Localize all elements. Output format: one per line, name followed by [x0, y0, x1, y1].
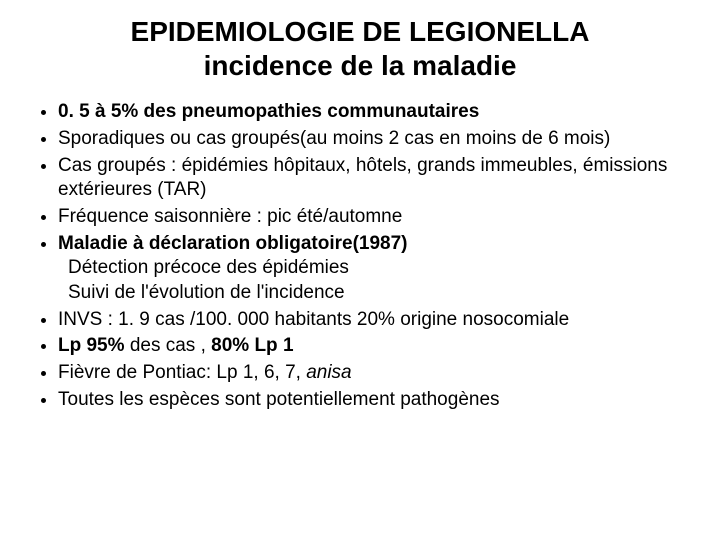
list-item: 0. 5 à 5% des pneumopathies communautair…	[58, 100, 690, 125]
list-item: Cas groupés : épidémies hôpitaux, hôtels…	[58, 154, 690, 203]
slide-title: EPIDEMIOLOGIE DE LEGIONELLA incidence de…	[30, 15, 690, 82]
bullet-text: Fréquence saisonnière : pic été/automne	[58, 206, 402, 227]
bullet-text-italic: anisa	[306, 362, 351, 383]
list-item: Toutes les espèces sont potentiellement …	[58, 388, 690, 413]
bullet-text-bold: Maladie à déclaration obligatoire(1987)	[58, 233, 408, 254]
list-item: Lp 95% des cas , 80% Lp 1	[58, 334, 690, 359]
bullet-text: Sporadiques ou cas groupés(au moins 2 ca…	[58, 128, 610, 149]
bullet-text: Toutes les espèces sont potentiellement …	[58, 389, 500, 410]
bullet-text-bold: 80% Lp 1	[211, 335, 293, 356]
sub-text: Détection précoce des épidémies	[58, 256, 690, 281]
bullet-text: Cas groupés : épidémies hôpitaux, hôtels…	[58, 155, 667, 201]
bullet-text: INVS : 1. 9 cas /100. 000 habitants 20% …	[58, 309, 569, 330]
bullet-text-bold: Lp 95%	[58, 335, 130, 356]
bullet-text: 0. 5 à 5% des pneumopathies communautair…	[58, 101, 479, 122]
title-line-1: EPIDEMIOLOGIE DE LEGIONELLA	[131, 16, 590, 47]
list-item: INVS : 1. 9 cas /100. 000 habitants 20% …	[58, 308, 690, 333]
list-item: Fièvre de Pontiac: Lp 1, 6, 7, anisa	[58, 361, 690, 386]
bullet-text: des cas ,	[130, 335, 211, 356]
bullet-list: 0. 5 à 5% des pneumopathies communautair…	[30, 100, 690, 412]
list-item: Maladie à déclaration obligatoire(1987) …	[58, 232, 690, 306]
title-line-2: incidence de la maladie	[204, 50, 517, 81]
list-item: Fréquence saisonnière : pic été/automne	[58, 205, 690, 230]
list-item: Sporadiques ou cas groupés(au moins 2 ca…	[58, 127, 690, 152]
sub-text: Suivi de l'évolution de l'incidence	[58, 281, 690, 306]
bullet-text: Fièvre de Pontiac: Lp 1, 6, 7,	[58, 362, 306, 383]
